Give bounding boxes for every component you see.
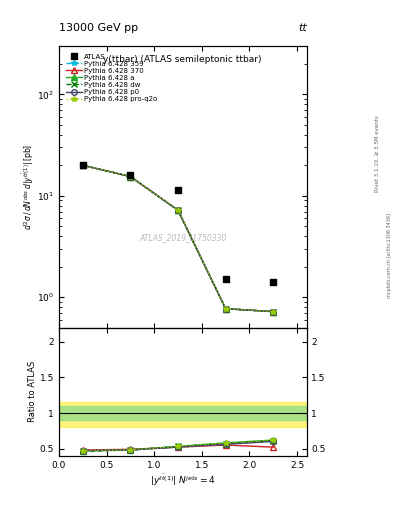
- Text: mcplots.cern.ch [arXiv:1306.3436]: mcplots.cern.ch [arXiv:1306.3436]: [387, 214, 391, 298]
- Y-axis label: $d^2\sigma\,/\,dN^{obs}\,d|y^{t\bar{t}(1)}|\,[\mathrm{pb}]$: $d^2\sigma\,/\,dN^{obs}\,d|y^{t\bar{t}(1…: [20, 144, 35, 230]
- Bar: [59, 406, 307, 420]
- Y-axis label: Ratio to ATLAS: Ratio to ATLAS: [28, 361, 37, 422]
- Legend: ATLAS, Pythia 6.428 359, Pythia 6.428 370, Pythia 6.428 a, Pythia 6.428 dw, Pyth: ATLAS, Pythia 6.428 359, Pythia 6.428 37…: [65, 52, 159, 103]
- Text: ATLAS_2019_I1750330: ATLAS_2019_I1750330: [139, 233, 226, 242]
- Point: [175, 185, 181, 194]
- Point: [270, 278, 276, 286]
- Text: 13000 GeV pp: 13000 GeV pp: [59, 23, 138, 33]
- Text: tt: tt: [298, 23, 307, 33]
- X-axis label: $|y^{t\bar{t}(1)}|\;N^{jets}=4$: $|y^{t\bar{t}(1)}|\;N^{jets}=4$: [150, 472, 215, 488]
- Text: Rivet 3.1.10, ≥ 3.5M events: Rivet 3.1.10, ≥ 3.5M events: [375, 115, 380, 192]
- Bar: [59, 402, 307, 427]
- Point: [80, 161, 86, 169]
- Point: [222, 275, 229, 284]
- Text: y(ttbar) (ATLAS semileptonic ttbar): y(ttbar) (ATLAS semileptonic ttbar): [103, 55, 262, 63]
- Point: [127, 171, 134, 179]
